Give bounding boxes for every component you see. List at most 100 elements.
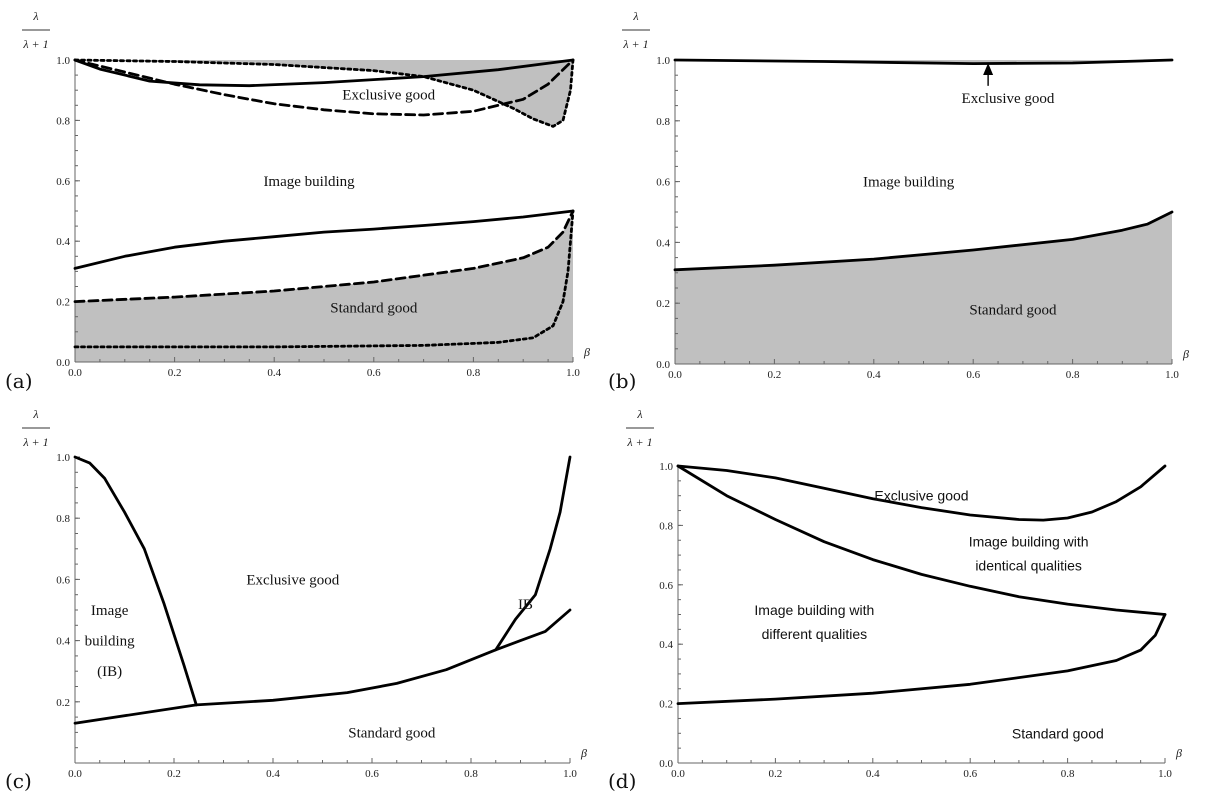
series-line-solid [494, 455, 572, 652]
shaded-region [75, 211, 573, 362]
x-tick-label: 0.0 [68, 367, 82, 379]
y-axis-label-denominator: λ + 1 [22, 435, 48, 449]
y-tick-label: 0.4 [56, 236, 70, 248]
x-axis-label: β [1182, 347, 1189, 361]
y-axis-label-numerator: λ [632, 9, 638, 23]
y-tick-label: 0.2 [659, 699, 673, 711]
region-label: Image building with [754, 602, 874, 618]
x-tick-label: 0.4 [866, 768, 880, 780]
series-line-solid [673, 210, 1174, 272]
region-label: Image building [263, 174, 355, 190]
y-tick-label: 0.8 [56, 513, 70, 525]
y-tick-label: 0.2 [56, 697, 70, 709]
region-label: Exclusive good [342, 88, 435, 104]
y-tick-label: 0.6 [56, 176, 70, 188]
x-tick-label: 0.2 [167, 768, 181, 780]
y-tick-label: 0.4 [656, 237, 670, 249]
y-axis-label-numerator: λ [32, 9, 38, 23]
region-label: Image [91, 603, 129, 619]
y-tick-label: 1.0 [659, 461, 673, 473]
region-label: Image building with [969, 534, 1089, 550]
x-tick-label: 0.6 [367, 367, 381, 379]
region-label: Image building [863, 175, 955, 191]
series-line-solid [676, 613, 1167, 705]
x-tick-label: 0.2 [768, 369, 782, 381]
series-line-solid [73, 608, 572, 725]
series-line-solid [676, 464, 1167, 522]
y-tick-label: 0.6 [659, 580, 673, 592]
y-tick-label: 0.2 [656, 298, 670, 310]
region-label: Standard good [330, 301, 418, 317]
x-tick-label: 1.0 [563, 768, 577, 780]
x-tick-label: 1.0 [1158, 768, 1172, 780]
panel-a: 0.0 0.2 0.4 0.6 0.8 1.0 0.0 0.2 0.4 0.6 0.8 1.0 λ λ +… [5, 9, 590, 393]
x-tick-label: 0.6 [963, 768, 977, 780]
series-line-solid [676, 464, 1167, 616]
panel-c: 0.0 0.2 0.4 0.6 0.8 1.0 0.2 0.4 0.6 0.8 1.0 λ λ + 1 β… [5, 407, 587, 793]
y-tick-label: 1.0 [56, 452, 70, 464]
x-axis-label: β [580, 746, 587, 760]
y-tick-label: 1.0 [656, 55, 670, 67]
x-tick-label: 1.0 [566, 367, 580, 379]
series-line-dotted [73, 58, 575, 128]
y-axis-label-denominator: λ + 1 [622, 37, 648, 51]
x-tick-label: 0.6 [966, 369, 980, 381]
x-tick-label: 0.0 [671, 768, 685, 780]
x-tick-label: 0.4 [267, 367, 281, 379]
x-tick-label: 0.2 [168, 367, 182, 379]
region-label: Exclusive good [246, 572, 339, 588]
panel-d: 0.0 0.2 0.4 0.6 0.8 1.0 0.0 0.2 0.4 0.6 0.8 1.0 λ λ +… [608, 407, 1182, 793]
x-tick-label: 1.0 [1165, 369, 1179, 381]
region-label: different qualities [762, 626, 868, 642]
panel-tag: (d) [608, 769, 636, 793]
series-line-solid [73, 58, 575, 88]
x-tick-label: 0.2 [769, 768, 783, 780]
panel-b: 0.0 0.2 0.4 0.6 0.8 1.0 0.0 0.2 0.4 0.6 0.8 1.0 λ λ +… [608, 9, 1189, 393]
region-label: (IB) [97, 664, 122, 680]
series-line-solid [673, 58, 1174, 65]
panel-tag: (c) [5, 769, 32, 793]
series-line-dashed [73, 209, 575, 303]
y-tick-label: 0.0 [656, 359, 670, 371]
shaded-region [675, 212, 1172, 364]
y-tick-label: 0.2 [56, 297, 70, 309]
x-tick-label: 0.4 [867, 369, 881, 381]
annotation-arrow-head [983, 63, 994, 76]
x-axis-label: β [1175, 746, 1182, 760]
region-label: Exclusive good [962, 91, 1055, 107]
y-tick-label: 0.0 [659, 758, 673, 770]
region-label: Standard good [348, 725, 436, 741]
y-tick-label: 0.4 [56, 636, 70, 648]
x-tick-label: 0.8 [467, 367, 481, 379]
series-line-dotted [73, 209, 575, 349]
series-line-solid [73, 455, 198, 707]
y-tick-label: 0.8 [656, 116, 670, 128]
region-label: IB [518, 597, 533, 613]
y-tick-label: 0.4 [659, 639, 673, 651]
y-axis-label-numerator: λ [32, 407, 38, 421]
y-axis-label-denominator: λ + 1 [22, 37, 48, 51]
x-tick-label: 0.0 [68, 768, 82, 780]
y-tick-label: 1.0 [56, 55, 70, 67]
y-tick-label: 0.8 [56, 115, 70, 127]
x-tick-label: 0.8 [1061, 768, 1075, 780]
y-axis-label-denominator: λ + 1 [626, 435, 652, 449]
y-axis-label-numerator: λ [636, 407, 642, 421]
x-tick-label: 0.8 [1066, 369, 1080, 381]
x-tick-label: 0.8 [464, 768, 478, 780]
x-tick-label: 0.0 [668, 369, 682, 381]
x-tick-label: 0.6 [365, 768, 379, 780]
region-label: Standard good [1012, 725, 1104, 741]
region-label: identical qualities [975, 557, 1082, 573]
y-tick-label: 0.6 [56, 574, 70, 586]
y-tick-label: 0.6 [656, 177, 670, 189]
x-tick-label: 0.4 [266, 768, 280, 780]
x-axis-label: β [583, 345, 590, 359]
region-label: Standard good [969, 302, 1057, 318]
shaded-region [75, 60, 573, 127]
y-tick-label: 0.0 [56, 357, 70, 369]
region-label: Exclusive good [874, 488, 968, 504]
series-line-solid [73, 209, 575, 270]
region-label: building [85, 634, 136, 650]
